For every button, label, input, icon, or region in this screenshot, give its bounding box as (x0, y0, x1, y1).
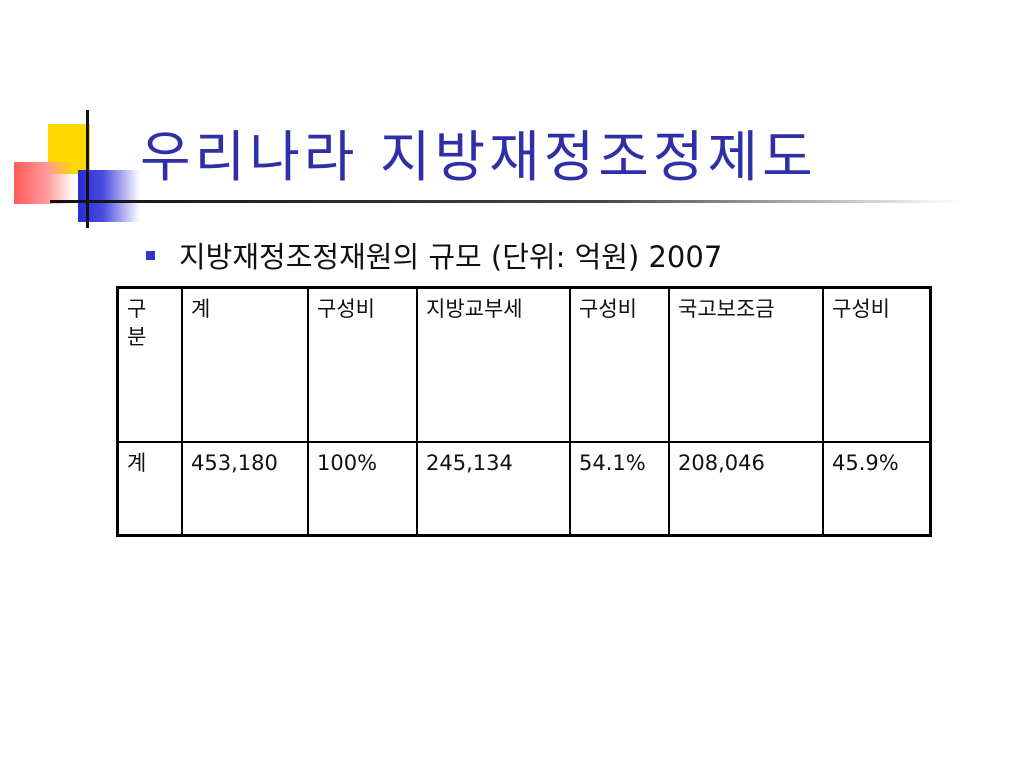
table-row: 계 453,180 100% 245,134 54.1% 208,046 45.… (116, 441, 932, 537)
bullet-item: 지방재정조정재원의 규모 (단위: 억원) 2007 (146, 234, 722, 276)
table-cell: 453,180 (181, 441, 309, 537)
header-cell: 구성비 (307, 286, 418, 444)
bullet-text: 지방재정조정재원의 규모 (단위: 억원) 2007 (179, 240, 723, 274)
header-label: 구 분 (127, 297, 147, 349)
header-cell: 국고보조금 (668, 286, 824, 444)
table-cell: 계 (116, 441, 183, 537)
table-cell: 54.1% (569, 441, 670, 537)
table-cell: 45.9% (822, 441, 932, 537)
decor-vertical-line (86, 110, 89, 228)
table-header-row: 구 분 계 구성비 지방교부세 구성비 국고보조금 구성비 (116, 286, 932, 444)
bullet-square-icon (146, 250, 155, 260)
decor-red-block (14, 162, 74, 204)
header-cell: 구성비 (822, 286, 932, 444)
table-cell: 100% (307, 441, 418, 537)
header-cell: 구성비 (569, 286, 670, 444)
header-cell: 구 분 (116, 286, 183, 444)
table-cell: 208,046 (668, 441, 824, 537)
slide-title: 우리나라 지방재정조정제도 (140, 125, 817, 189)
data-table: 구 분 계 구성비 지방교부세 구성비 국고보조금 구성비 계 453,180 … (116, 286, 932, 537)
header-cell: 계 (181, 286, 309, 444)
table-cell: 245,134 (416, 441, 571, 537)
header-cell: 지방교부세 (416, 286, 571, 444)
title-underline (50, 200, 960, 203)
